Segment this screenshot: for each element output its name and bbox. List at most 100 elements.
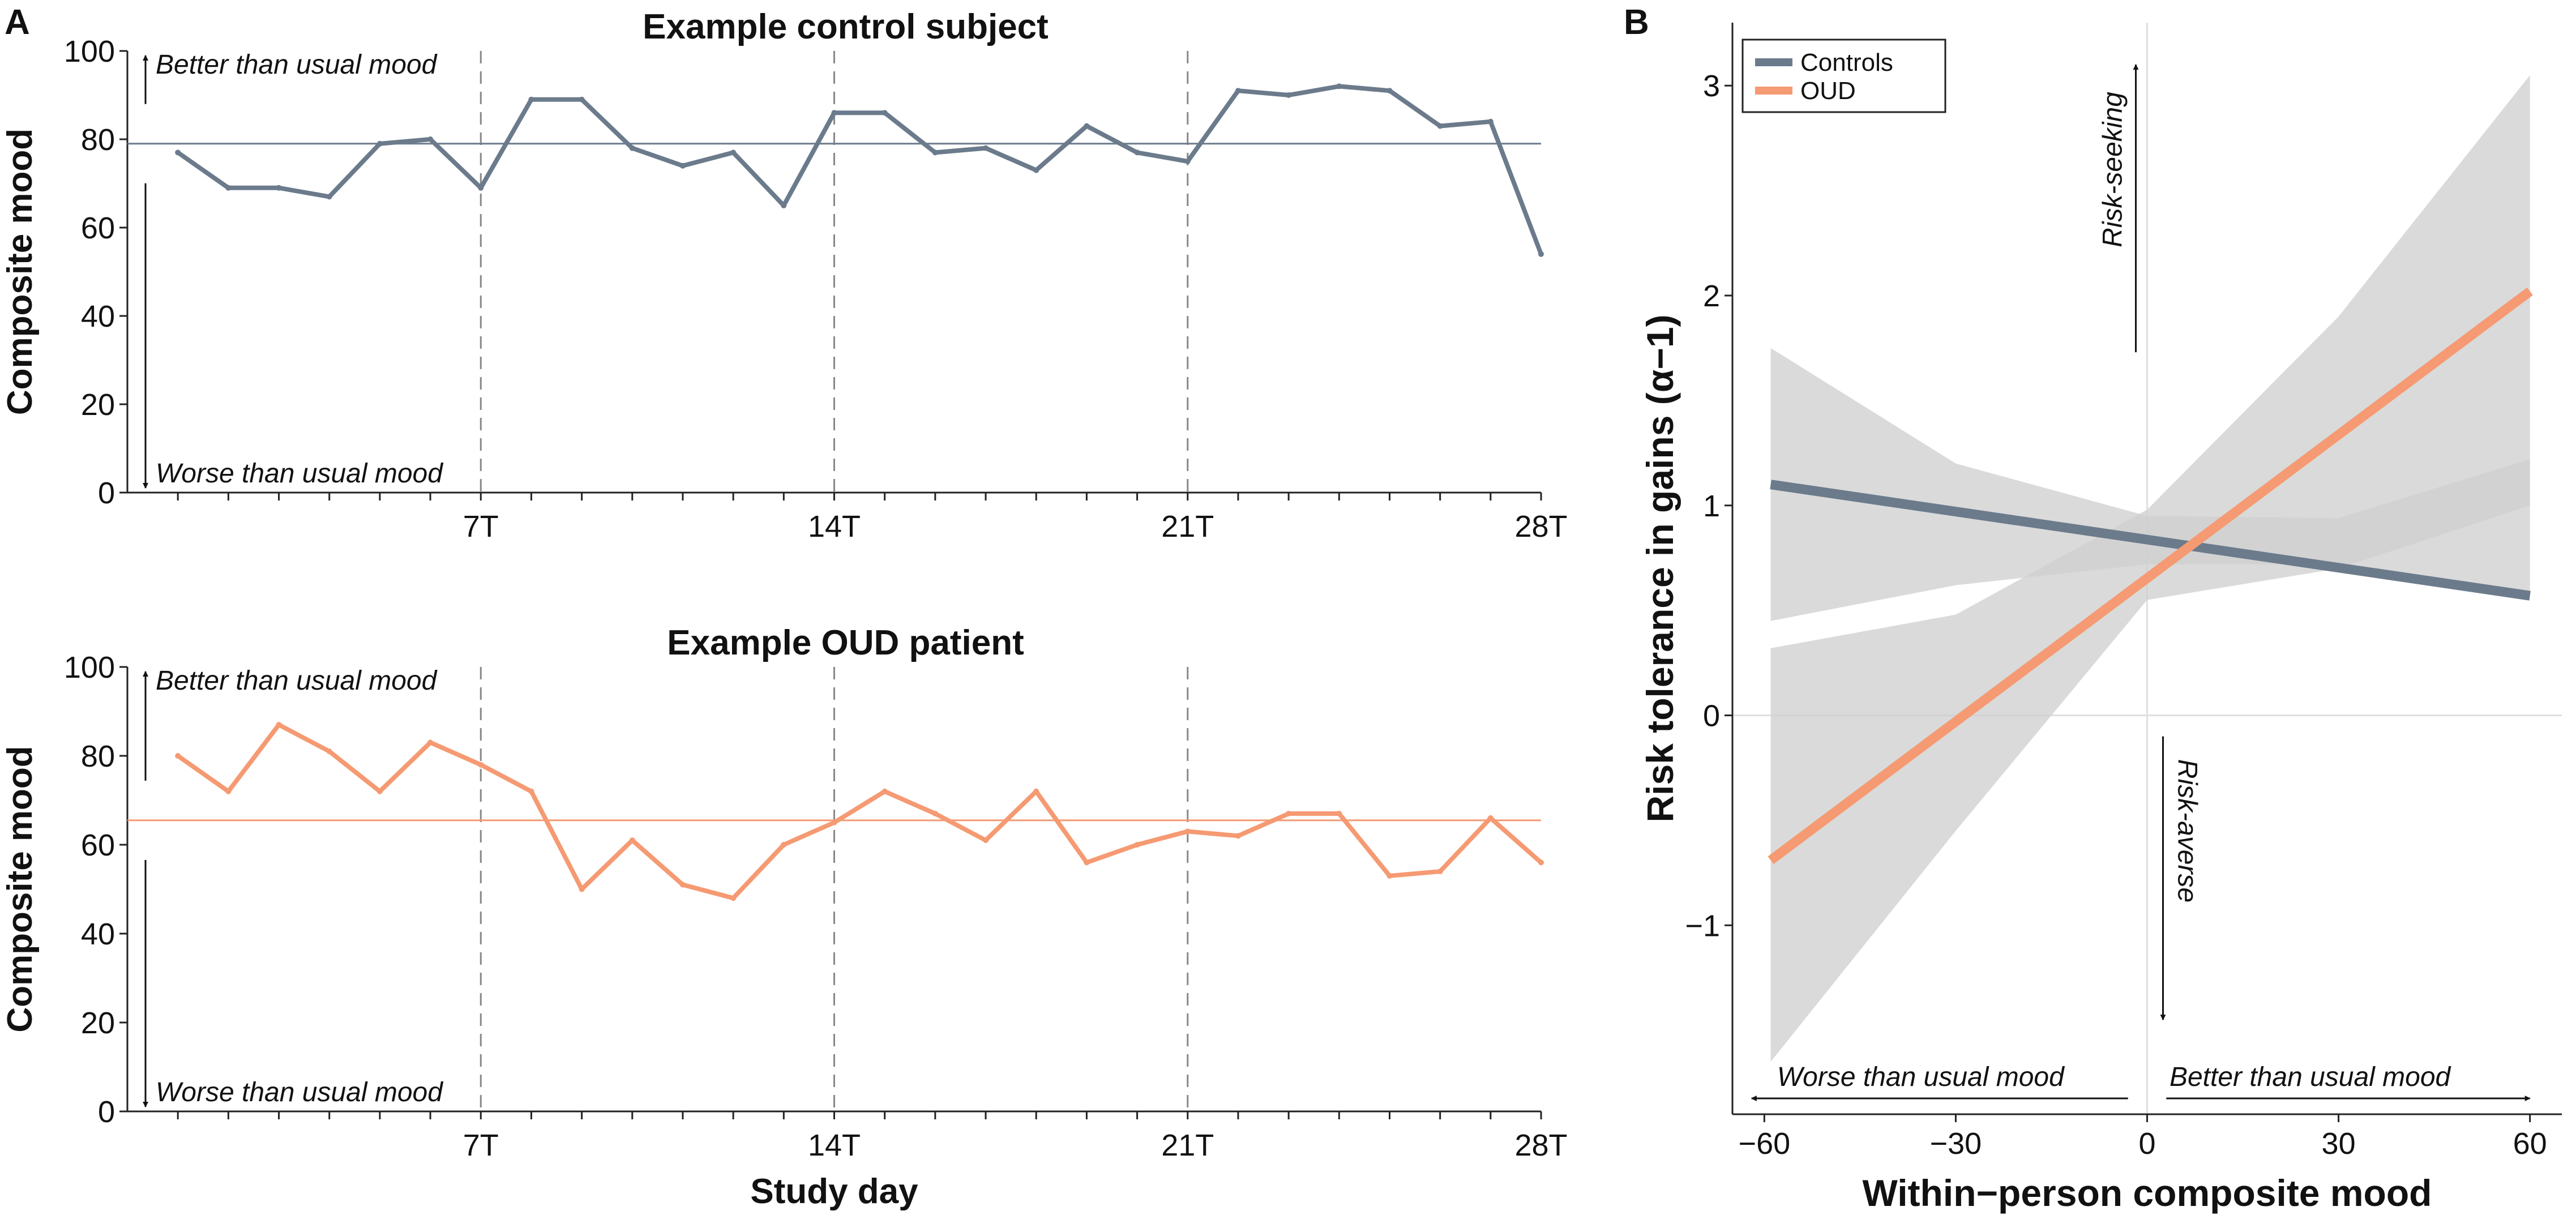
panel-label-b: B [1624,3,1649,42]
regression-line-oud [1768,287,2533,865]
risk-averse-label: Risk-averse [2172,759,2202,902]
x-tick-label: −60 [1739,1127,1791,1161]
data-point [528,96,534,102]
y-tick-label: −1 [1685,909,1720,943]
chart-title: Example control subject [643,7,1049,46]
data-point [225,788,232,794]
data-point [175,149,181,156]
x-tick-label: 14T [808,1128,861,1162]
data-point [629,145,635,151]
better-annotation: Better than usual mood [156,666,438,696]
x-tick-label: −30 [1930,1127,1982,1161]
y-tick-label: 40 [81,300,115,333]
risk-seeking-label: Risk-seeking [2098,92,2128,247]
worse-mood-label: Worse than usual mood [1777,1062,2065,1092]
better-annotation: Better than usual mood [156,50,438,80]
legend-box [1741,38,1946,113]
y-tick-label: 100 [64,651,115,685]
data-point [1184,828,1191,835]
data-point [1235,833,1241,839]
data-point [1134,149,1140,156]
data-point [1084,123,1090,129]
x-tick-label: 60 [2513,1127,2547,1161]
y-tick-label: 20 [81,1006,115,1040]
data-point [1033,167,1039,173]
data-point [932,149,938,156]
chart-title: Example OUD patient [667,623,1024,662]
panel-control-subject: Example control subject 0 20 40 60 80 100 7T 14T… [1,7,1568,544]
ci-band-oud [1770,75,2530,1062]
data-point [1437,123,1443,129]
data-point [1184,159,1191,164]
data-point [679,882,686,888]
data-point [326,194,332,200]
legend-label-controls: Controls [1800,49,1893,76]
data-point [730,895,737,901]
y-tick-label: 60 [81,211,115,245]
x-tick-label: 28T [1514,510,1567,544]
data-point [478,762,484,768]
x-tick-label: 7T [463,1128,499,1162]
x-axis-label: Study day [750,1172,918,1211]
x-tick-label: 14T [808,510,861,544]
regression-line-controls [1770,480,2531,601]
data-point [781,842,787,848]
x-tick-label: 30 [2322,1127,2356,1161]
data-point [1336,811,1342,817]
y-tick-label: 80 [81,739,115,773]
y-axis-label: Risk tolerance in gains (α−1) [1639,314,1681,822]
data-point [175,753,181,759]
data-point [579,886,585,892]
y-tick-label: 60 [81,828,115,862]
data-point [427,739,434,746]
data-point [1387,872,1393,879]
x-tick-label: 21T [1161,1128,1214,1162]
x-tick-label: 0 [2138,1127,2155,1161]
y-tick-label: 100 [64,35,115,69]
x-tick-label: 28T [1514,1128,1567,1162]
data-point [1033,788,1039,794]
data-point [376,788,383,794]
y-tick-label: 20 [81,388,115,422]
data-point [1084,859,1090,866]
data-point [276,185,282,191]
data-point [225,185,232,191]
y-tick-label: 0 [98,1095,115,1129]
x-axis-label: Within−person composite mood [1863,1172,2432,1214]
y-tick-label: 3 [1703,69,1720,103]
data-point [427,136,434,142]
y-axis-label: Composite mood [1,129,40,415]
y-tick-label: 2 [1703,279,1720,313]
data-point [1235,88,1241,94]
data-point [882,110,888,116]
data-point [1387,88,1393,94]
data-point [781,203,787,208]
data-point [831,110,837,116]
data-point [1487,118,1494,125]
y-tick-label: 80 [81,123,115,157]
data-point [1538,251,1544,257]
data-point [579,96,585,102]
data-point [276,722,282,728]
data-point [679,162,686,169]
data-point [932,811,938,817]
legend-label-oud: OUD [1800,77,1856,105]
data-point [528,788,534,794]
data-point [831,819,837,825]
y-axis-label: Composite mood [1,746,40,1032]
panel-label-a: A [5,3,30,42]
data-point [983,145,989,151]
mood-series-line [176,722,1543,901]
data-point [1437,869,1443,875]
data-point [629,837,635,844]
panel-risk-tolerance: −1 0 1 2 3 −60 −30 0 30 60 Within−person composite… [1639,23,2562,1214]
data-point [882,788,888,794]
data-point [1286,811,1292,817]
mood-series-line [176,84,1543,255]
worse-annotation: Worse than usual mood [156,459,443,489]
data-point [326,748,332,755]
worse-annotation: Worse than usual mood [156,1077,443,1107]
data-point [1134,842,1140,848]
data-point [1538,859,1544,866]
